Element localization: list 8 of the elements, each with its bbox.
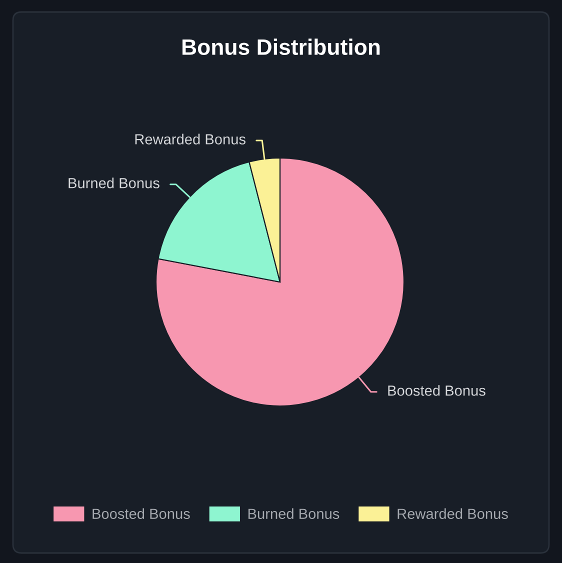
legend-label: Burned Bonus <box>248 508 340 519</box>
slice-label: Rewarded Bonus <box>135 134 246 144</box>
slice-label: Boosted Bonus <box>388 385 486 396</box>
slice-label: Burned Bonus <box>68 178 160 188</box>
legend-label: Rewarded Bonus <box>398 508 508 519</box>
chart-title: Bonus Distribution <box>182 38 380 55</box>
pie-slice <box>158 161 281 283</box>
legend-label: Boosted Bonus <box>92 508 190 519</box>
